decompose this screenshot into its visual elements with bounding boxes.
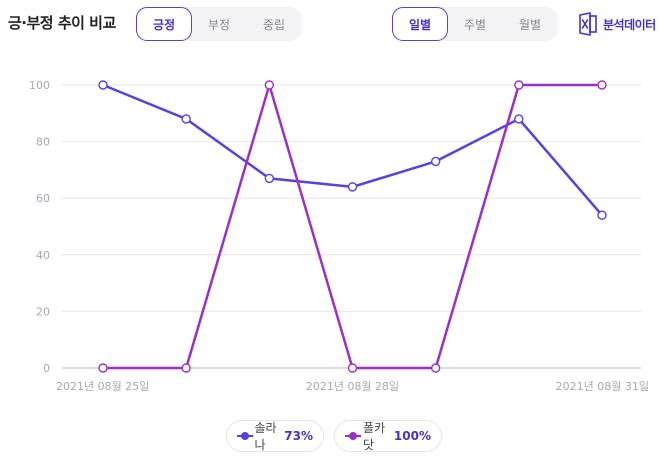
series-1-point-7 <box>597 210 607 220</box>
y-tick-label-60: 60 <box>36 192 50 205</box>
tab-weekly[interactable]: 주별 <box>463 17 487 32</box>
sentiment-tab-group: 긍정 부정 중립 <box>136 7 302 41</box>
tab-daily[interactable]: 일별 <box>392 7 448 41</box>
series-line-1 <box>101 83 604 217</box>
legend-item-series-1[interactable]: 솔라나 73% <box>226 420 324 452</box>
export-data-button[interactable]: 분석데이터 <box>578 11 656 37</box>
series-2-point-2 <box>181 363 191 373</box>
series-1-point-6 <box>514 114 524 124</box>
series-1-point-4 <box>347 182 358 192</box>
legend-item-series-2[interactable]: 폴카닷 100% <box>334 420 442 452</box>
export-label: 분석데이터 <box>603 17 656 32</box>
page-title: 긍·부정 추이 비교 <box>8 14 116 32</box>
legend-series-2-name: 폴카닷 <box>363 421 386 452</box>
series-1-point-5 <box>430 156 441 167</box>
series-2-point-3 <box>264 80 275 90</box>
series-2-point-7 <box>597 80 607 90</box>
y-tick-label-0: 0 <box>43 362 50 375</box>
series-1-point-1 <box>98 80 108 90</box>
y-tick-label-80: 80 <box>36 136 50 149</box>
y-tick-label-20: 20 <box>36 305 50 318</box>
tab-negative[interactable]: 부정 <box>207 17 231 32</box>
x-tick-label-1: 2021년 08월 25일 <box>56 379 149 393</box>
y-tick-label-40: 40 <box>36 249 50 262</box>
series-2-point-5 <box>430 363 441 373</box>
tab-neutral[interactable]: 중립 <box>262 17 286 32</box>
series-1-swatch <box>237 431 253 441</box>
series-2-point-1 <box>98 363 108 373</box>
x-tick-label-2: 2021년 08월 28일 <box>306 379 399 393</box>
series-1-point-2 <box>181 114 191 124</box>
series-2-swatch <box>345 431 361 441</box>
legend-series-2-value: 100% <box>393 429 431 443</box>
series-2-point-6 <box>514 80 524 90</box>
legend-series-1-value: 73% <box>284 429 313 443</box>
period-tab-group: 일별 주별 월별 <box>392 7 558 41</box>
series-2-point-4 <box>347 363 358 373</box>
y-tick-label-100: 100 <box>29 79 50 92</box>
legend-series-1-name: 솔라나 <box>254 421 277 452</box>
series-1-point-3 <box>264 173 275 184</box>
tab-monthly[interactable]: 월별 <box>518 17 542 32</box>
tab-positive[interactable]: 긍정 <box>136 7 192 41</box>
x-tick-label-3: 2021년 08월 31일 <box>556 379 649 393</box>
excel-icon <box>579 12 597 36</box>
line-chart: 0 20 40 60 80 100 2021년 08월 25일 2021년 08월 28일 20… <box>29 79 649 393</box>
